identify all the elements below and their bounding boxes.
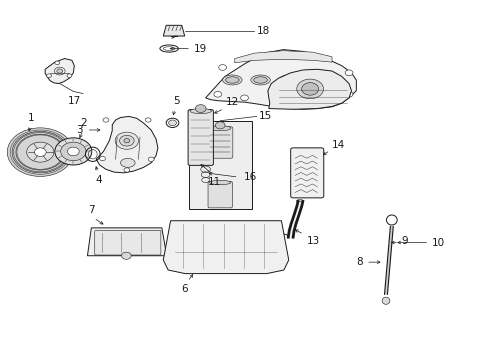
Text: 17: 17 <box>67 96 81 106</box>
Text: 11: 11 <box>207 177 221 188</box>
Text: 4: 4 <box>95 175 102 185</box>
Text: 6: 6 <box>181 284 187 294</box>
Text: 7: 7 <box>88 205 95 215</box>
Text: 18: 18 <box>256 26 269 36</box>
Polygon shape <box>45 59 74 84</box>
FancyBboxPatch shape <box>207 181 232 208</box>
FancyBboxPatch shape <box>95 230 161 255</box>
Polygon shape <box>267 69 351 109</box>
Ellipse shape <box>123 139 129 143</box>
Text: 19: 19 <box>193 44 206 54</box>
Circle shape <box>16 134 64 170</box>
Circle shape <box>103 118 109 122</box>
FancyBboxPatch shape <box>290 148 323 198</box>
Ellipse shape <box>306 75 326 85</box>
Ellipse shape <box>250 75 270 85</box>
FancyBboxPatch shape <box>188 110 213 165</box>
Ellipse shape <box>225 77 239 83</box>
Ellipse shape <box>209 126 230 131</box>
Polygon shape <box>87 228 166 256</box>
Circle shape <box>148 157 154 161</box>
Text: 9: 9 <box>400 237 407 247</box>
Text: 1: 1 <box>28 113 35 123</box>
Circle shape <box>27 142 54 162</box>
Circle shape <box>67 147 79 156</box>
Text: 5: 5 <box>173 96 180 106</box>
Text: 16: 16 <box>243 172 256 182</box>
Ellipse shape <box>57 69 62 73</box>
Ellipse shape <box>296 200 303 202</box>
Text: 12: 12 <box>225 98 239 108</box>
Circle shape <box>215 122 224 129</box>
Text: 15: 15 <box>259 111 272 121</box>
Ellipse shape <box>168 120 176 126</box>
Ellipse shape <box>120 158 135 167</box>
Circle shape <box>100 157 105 161</box>
Circle shape <box>123 168 129 172</box>
Circle shape <box>327 97 335 103</box>
Circle shape <box>345 70 352 76</box>
Circle shape <box>269 97 277 103</box>
Circle shape <box>55 138 92 165</box>
Text: 14: 14 <box>331 140 345 150</box>
Text: 8: 8 <box>356 257 363 267</box>
Ellipse shape <box>296 79 323 99</box>
Ellipse shape <box>209 180 230 185</box>
Circle shape <box>195 105 205 112</box>
Circle shape <box>345 91 352 97</box>
Ellipse shape <box>190 109 211 113</box>
Text: 2: 2 <box>81 118 87 128</box>
Circle shape <box>12 131 68 173</box>
Ellipse shape <box>282 77 295 83</box>
Circle shape <box>298 98 306 104</box>
Polygon shape <box>163 25 184 36</box>
Text: 10: 10 <box>431 238 445 248</box>
Circle shape <box>213 91 221 97</box>
Circle shape <box>67 74 72 77</box>
Polygon shape <box>205 50 356 109</box>
Text: 3: 3 <box>76 125 83 135</box>
Circle shape <box>145 118 151 122</box>
FancyBboxPatch shape <box>207 127 232 158</box>
Ellipse shape <box>381 297 389 304</box>
Circle shape <box>7 128 73 176</box>
Circle shape <box>240 95 248 101</box>
Circle shape <box>46 74 51 77</box>
Ellipse shape <box>119 135 134 146</box>
Ellipse shape <box>279 75 298 85</box>
Polygon shape <box>96 116 158 173</box>
Text: 13: 13 <box>306 237 319 247</box>
Circle shape <box>34 148 46 157</box>
Ellipse shape <box>115 132 138 149</box>
Circle shape <box>61 142 86 161</box>
Ellipse shape <box>309 77 323 83</box>
Polygon shape <box>234 51 331 63</box>
Circle shape <box>55 61 60 64</box>
Ellipse shape <box>301 83 318 95</box>
Polygon shape <box>163 221 288 274</box>
Circle shape <box>218 64 226 70</box>
Ellipse shape <box>222 75 242 85</box>
Circle shape <box>121 252 131 259</box>
FancyBboxPatch shape <box>188 121 251 209</box>
Ellipse shape <box>253 77 267 83</box>
